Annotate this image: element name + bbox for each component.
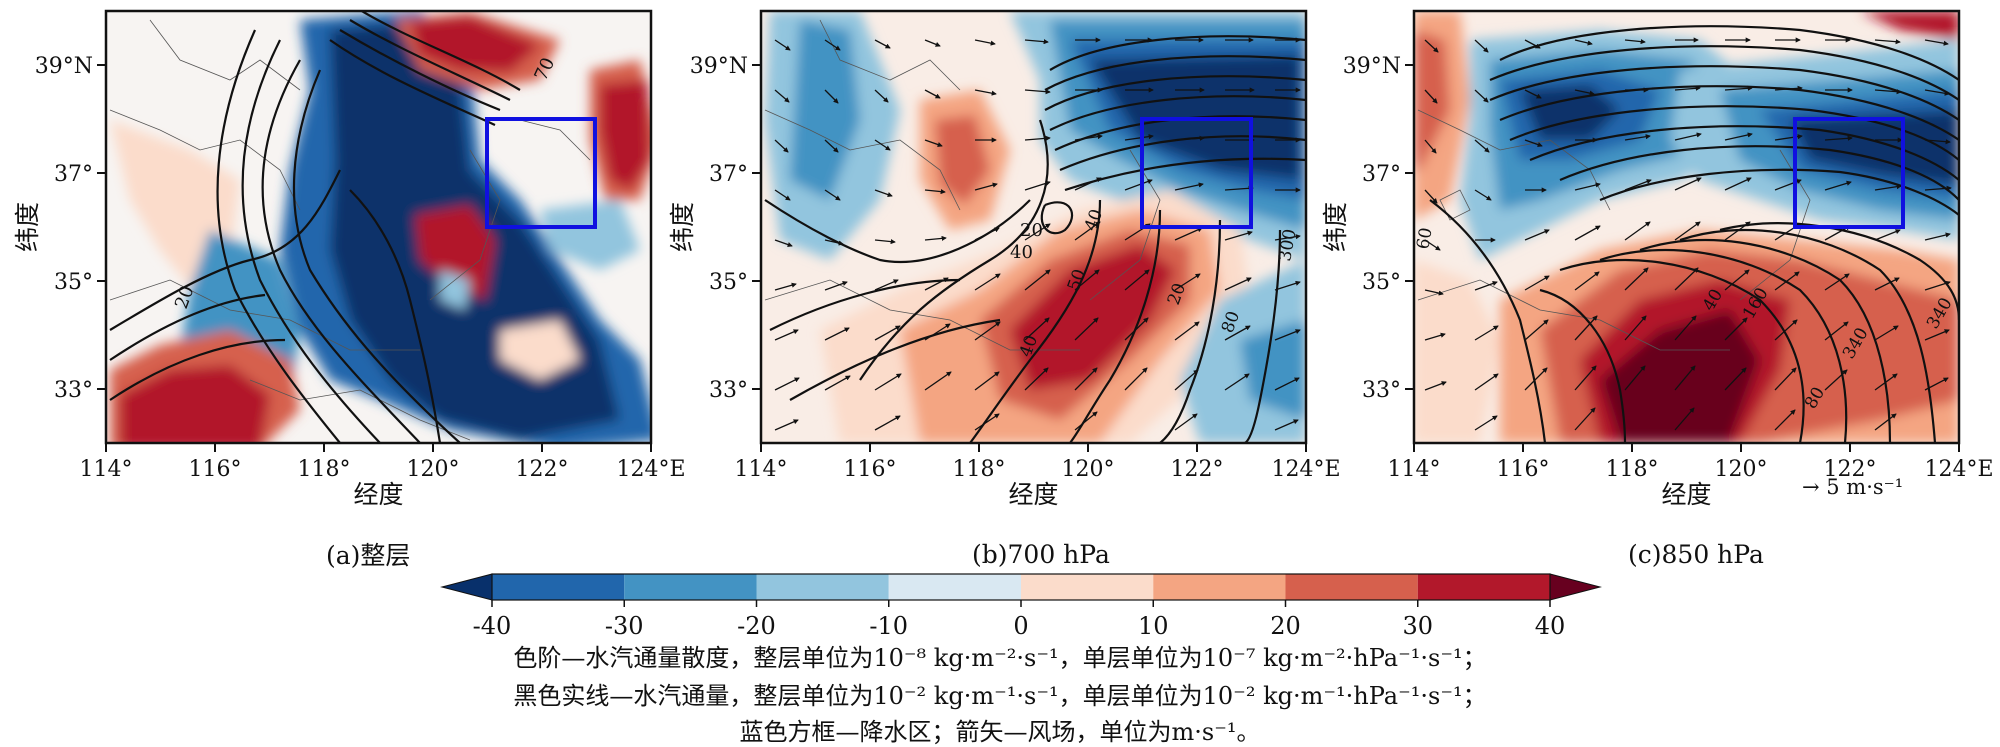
colorbar-tick-label: -20: [737, 612, 776, 640]
panel-c-precip-box: [1793, 117, 1905, 229]
panel-b-contour-label-2: 40: [1010, 242, 1033, 263]
panel-b-caption: (b)700 hPa: [972, 540, 1110, 569]
axes: 114° 116° 118° 120° 122° 124°E 33° 35° 37° 39°N 经度…: [13, 54, 1994, 509]
panel-b-precip-box: [1140, 117, 1253, 229]
panel-a-x-tick-label: 116°: [189, 457, 242, 482]
colorbar-tick-label: -10: [869, 612, 908, 640]
panel-c: 60 40 160 340 340 80: [1412, 9, 1961, 445]
panel-c-frame: [1412, 9, 1961, 445]
panel-a-x-tick-label: 122°: [516, 457, 569, 482]
panel-c-x-tick-label: 114°: [1388, 457, 1441, 482]
panel-b-x-tick-label: 116°: [844, 457, 897, 482]
panel-a-frame: [104, 9, 653, 445]
colorbar-tick-label: 40: [1535, 612, 1566, 640]
colorbar-tick-label: 30: [1402, 612, 1433, 640]
panel-c-y-tick-label: 33°: [1362, 378, 1401, 403]
panel-b-x-tick-label: 118°: [953, 457, 1006, 482]
panel-a-x-axis-title: 经度: [353, 480, 403, 509]
panel-c-x-tick-label: 116°: [1497, 457, 1550, 482]
panel-c-x-tick-label: 120°: [1715, 457, 1768, 482]
panel-a-x-tick-label: 124°E: [616, 457, 685, 482]
panel-b-x-axis-title: 经度: [1008, 480, 1058, 509]
colorbar-segment: [492, 574, 625, 600]
panel-b-x-tick-label: 114°: [735, 457, 788, 482]
panel-a-x-tick-label: 114°: [80, 457, 133, 482]
panel-a-y-tick-label: 33°: [54, 378, 93, 403]
panel-c-y-tick-label: 35°: [1362, 270, 1401, 295]
panel-b-y-axis-title: 纬度: [668, 202, 697, 252]
colorbar-segment: [1285, 574, 1418, 600]
panel-c-caption: (c)850 hPa: [1628, 540, 1764, 569]
panel-a-x-tick-label: 120°: [407, 457, 460, 482]
panel-c-x-tick-label: 118°: [1606, 457, 1659, 482]
panel-c-y-axis-title: 纬度: [1321, 202, 1350, 252]
panel-c-y-tick-label: 39°N: [1343, 54, 1401, 79]
panel-b-contour-label-1: 20: [1020, 220, 1043, 241]
colorbar-tick-label: 10: [1138, 612, 1169, 640]
colorbar-tick-label: 0: [1013, 612, 1028, 640]
colorbar: -40 -30 -20 -10 0 10 20 30 40: [440, 573, 1602, 640]
panel-b-x-tick-label: 120°: [1062, 457, 1115, 482]
colorbar-segment: [888, 574, 1021, 600]
panel-b-y-tick-label: 35°: [709, 270, 748, 295]
panel-a: 70 20: [104, 9, 653, 445]
colorbar-segment: [624, 574, 757, 600]
panel-a-y-tick-label: 37°: [54, 162, 93, 187]
panel-c-contour-label-1: 60: [1413, 226, 1436, 251]
panel-a-flux-contours: [109, 11, 521, 443]
colorbar-tick-label: -40: [473, 612, 512, 640]
wind-reference-label: → 5 m·s⁻¹: [1802, 475, 1903, 499]
panel-c-wind-vectors: [1424, 37, 1952, 431]
wind-reference: → 5 m·s⁻¹: [1802, 475, 1903, 499]
panel-b-borders: [764, 19, 1161, 351]
panel-a-y-axis-title: 纬度: [13, 202, 42, 252]
panel-b-y-tick-label: 33°: [709, 378, 748, 403]
note-line-1: 色阶—水汽通量散度，整层单位为10⁻⁸ kg·m⁻²·s⁻¹，单层单位为10⁻⁷…: [513, 644, 1487, 672]
note-line-3: 蓝色方框—降水区；箭矢—风场，单位为m·s⁻¹。: [739, 718, 1261, 746]
panel-a-y-tick-label: 39°N: [35, 54, 93, 79]
colorbar-segment: [1417, 574, 1550, 600]
panel-a-y-tick-label: 35°: [54, 270, 93, 295]
colorbar-extend-high: [1549, 573, 1602, 601]
panel-c-x-tick-label: 124°E: [1924, 457, 1993, 482]
colorbar-segment: [1153, 574, 1286, 600]
panel-b-y-tick-label: 39°N: [690, 54, 748, 79]
panel-b-x-tick-label: 122°: [1171, 457, 1224, 482]
panel-a-x-tick-label: 118°: [298, 457, 351, 482]
panel-c-y-tick-label: 37°: [1362, 162, 1401, 187]
panel-c-x-axis-title: 经度: [1661, 480, 1711, 509]
panel-b-y-tick-label: 37°: [709, 162, 748, 187]
panel-b: 20 40 40 50 20 40 80 300: [759, 9, 1308, 445]
note-line-2: 黑色实线—水汽通量，整层单位为10⁻² kg·m⁻¹·s⁻¹，单层单位为10⁻²…: [513, 682, 1487, 710]
panel-b-frame: [759, 9, 1308, 445]
panel-b-x-tick-label: 124°E: [1271, 457, 1340, 482]
panel-a-caption: (a)整层: [326, 541, 411, 570]
colorbar-tick-label: 20: [1270, 612, 1301, 640]
panel-a-precip-box: [485, 117, 597, 229]
panel-b-wind-vectors: [774, 37, 1301, 431]
colorbar-extend-low: [440, 573, 493, 601]
panel-a-divergence-field: [110, 11, 651, 443]
colorbar-segment: [756, 574, 889, 600]
panel-c-x-tick-label: 122°: [1824, 457, 1877, 482]
colorbar-tick-label: -30: [605, 612, 644, 640]
colorbar-segment: [1021, 574, 1154, 600]
